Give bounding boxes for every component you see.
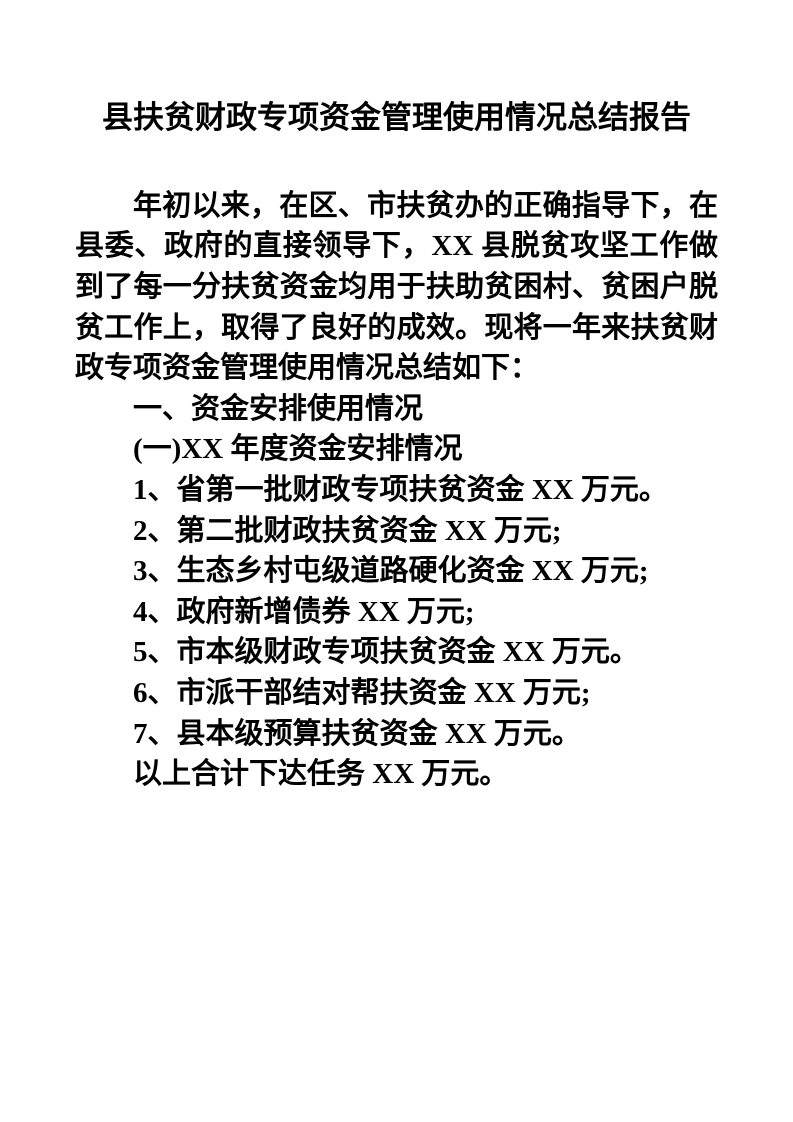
paragraph-intro: 年初以来，在区、市扶贫办的正确指导下，在县委、政府的直接领导下，XX 县脱贫攻坚… [75, 186, 718, 389]
list-item-5: 5、市本级财政专项扶贫资金 XX 万元。 [75, 632, 718, 673]
paragraph-total: 以上合计下达任务 XX 万元。 [75, 754, 718, 795]
subsection-heading-1: (一)XX 年度资金安排情况 [75, 429, 718, 470]
list-item-2: 2、第二批财政扶贫资金 XX 万元; [75, 511, 718, 552]
section-heading-1: 一、资金安排使用情况 [75, 389, 718, 430]
document-title: 县扶贫财政专项资金管理使用情况总结报告 [75, 90, 718, 146]
list-item-6: 6、市派干部结对帮扶资金 XX 万元; [75, 673, 718, 714]
list-item-3: 3、生态乡村屯级道路硬化资金 XX 万元; [75, 551, 718, 592]
list-item-7: 7、县本级预算扶贫资金 XX 万元。 [75, 714, 718, 755]
list-item-1: 1、省第一批财政专项扶贫资金 XX 万元。 [75, 470, 718, 511]
document-body: 年初以来，在区、市扶贫办的正确指导下，在县委、政府的直接领导下，XX 县脱贫攻坚… [75, 186, 718, 795]
list-item-4: 4、政府新增债券 XX 万元; [75, 592, 718, 633]
